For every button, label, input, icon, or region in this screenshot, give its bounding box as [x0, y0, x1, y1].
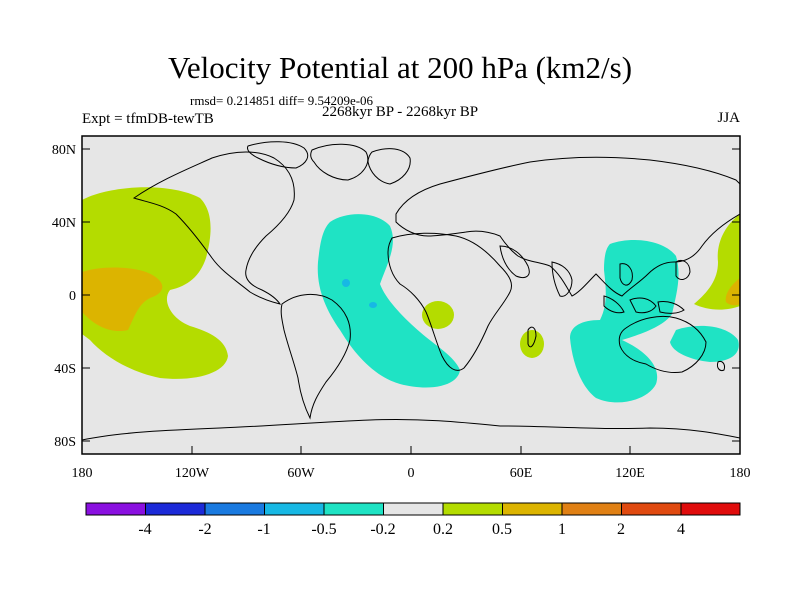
colorbar-label: -2 — [198, 521, 211, 538]
experiment-label: Expt = tfmDB-tewTB — [82, 111, 214, 127]
lat-label: 40N — [52, 216, 76, 231]
colorbar-swatch — [442, 502, 503, 516]
lat-label: 0 — [69, 289, 76, 304]
contour-australia-negative — [670, 325, 739, 362]
colorbar-label: -1 — [257, 521, 270, 538]
contour-east-pacific-mid — [725, 278, 740, 306]
lon-label: 60W — [287, 466, 315, 481]
lat-label: 80S — [54, 435, 76, 450]
colorbar-label: -0.5 — [311, 521, 336, 538]
lon-label: 180 — [72, 466, 93, 481]
lon-label: 120W — [175, 466, 210, 481]
lon-label: 120E — [615, 466, 645, 481]
colorbar-label: 0.2 — [433, 521, 453, 538]
contour-atlantic-core-2 — [369, 302, 377, 308]
lat-label: 80N — [52, 143, 76, 158]
colorbar-swatch — [85, 502, 146, 516]
lon-label: 0 — [408, 466, 415, 481]
lon-label: 60E — [510, 466, 533, 481]
period-label: 2268kyr BP - 2268kyr BP — [322, 104, 479, 120]
stats-text: rmsd= 0.214851 diff= 9.54209e-06 — [190, 93, 374, 108]
colorbar-swatch — [680, 502, 741, 516]
colorbar-swatch — [502, 502, 563, 516]
colorbar-label: 0.5 — [492, 521, 512, 538]
colorbar-swatch — [621, 502, 682, 516]
contour-indian-negative — [570, 240, 679, 403]
colorbar-swatch — [264, 502, 325, 516]
contour-pacific-mid — [82, 267, 163, 332]
colorbar-swatch — [145, 502, 206, 516]
contour-madagascar-positive — [520, 330, 544, 358]
colorbar-label: -4 — [138, 521, 151, 538]
contour-atlantic-core — [342, 279, 350, 287]
map-panel — [82, 136, 740, 454]
colorbar — [85, 502, 741, 516]
colorbar-label: 2 — [617, 521, 625, 538]
contour-atlantic-negative — [317, 214, 460, 388]
season-label: JJA — [717, 110, 740, 126]
colorbar-labels: -4 -2 -1 -0.5 -0.2 0.2 0.5 1 2 4 — [138, 521, 685, 538]
lat-label: 40S — [54, 362, 76, 377]
colorbar-swatch — [561, 502, 622, 516]
lat-axis: 80N 40N 0 40S 80S — [52, 143, 76, 450]
axis-ticks — [81, 148, 741, 454]
lon-axis: 180 120W 60W 0 60E 120E 180 — [72, 466, 751, 481]
contour-east-pacific-positive — [694, 214, 740, 310]
colorbar-swatch — [323, 502, 384, 516]
lon-label: 180 — [730, 466, 751, 481]
plot-title: Velocity Potential at 200 hPa (km2/s) — [167, 50, 633, 85]
colorbar-label: 4 — [677, 521, 685, 538]
colorbar-swatch — [204, 502, 265, 516]
colorbar-swatch — [383, 502, 444, 516]
colorbar-label: -0.2 — [370, 521, 395, 538]
colorbar-label: 1 — [558, 521, 566, 538]
coastlines — [82, 141, 740, 441]
